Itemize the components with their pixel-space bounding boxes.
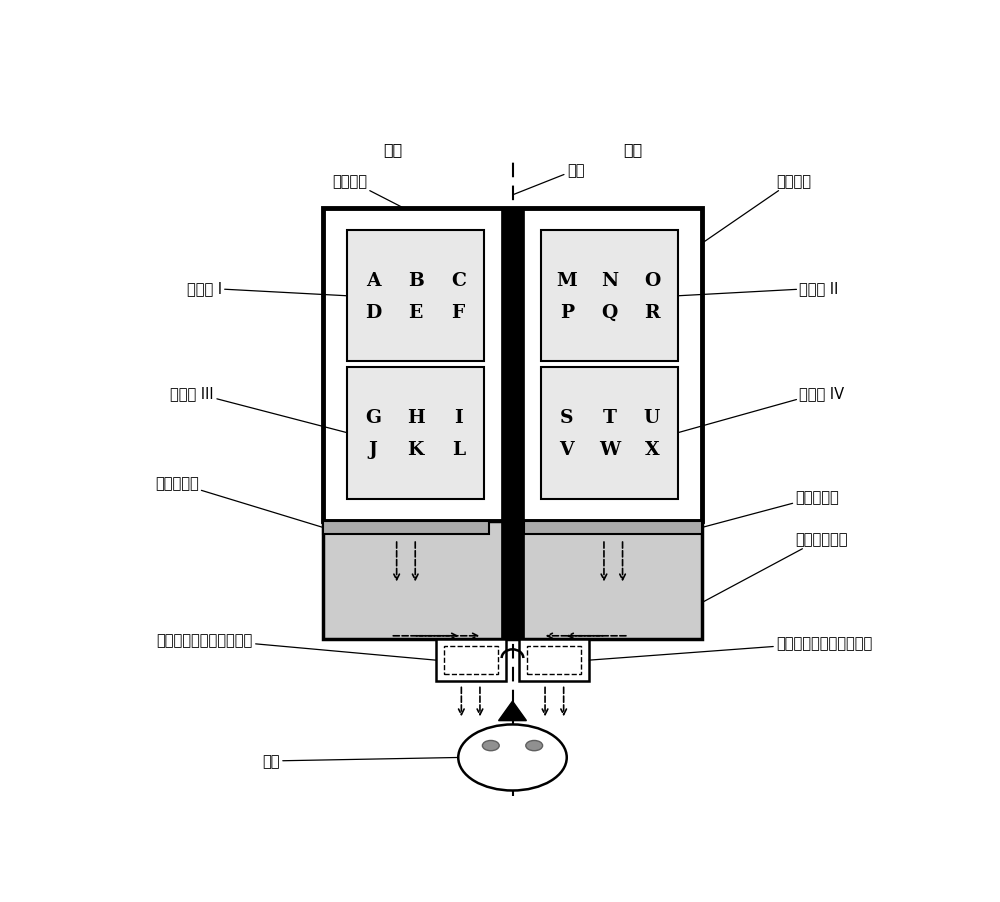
Text: J: J — [369, 440, 377, 458]
Bar — [541, 367, 678, 500]
Text: D: D — [365, 303, 381, 321]
Text: Q: Q — [601, 303, 618, 321]
Text: E: E — [408, 303, 423, 321]
Bar — [436, 640, 506, 681]
Text: C: C — [451, 272, 466, 290]
Bar — [524, 521, 702, 534]
Text: 子界面 IV: 子界面 IV — [678, 385, 844, 433]
Text: A: A — [366, 272, 380, 290]
Bar — [323, 521, 702, 640]
Bar — [347, 231, 484, 362]
Bar — [527, 647, 581, 675]
Text: 光线传播通路: 光线传播通路 — [702, 531, 848, 603]
Bar — [541, 231, 678, 362]
Text: 垂直偏振片: 垂直偏振片 — [155, 475, 323, 528]
Text: 用户: 用户 — [262, 753, 458, 769]
Text: 水平偏振片: 水平偏振片 — [702, 490, 839, 528]
Text: 左眼镜片（垂直偏振片）: 左眼镜片（垂直偏振片） — [157, 632, 436, 660]
Text: F: F — [452, 303, 465, 321]
Ellipse shape — [482, 741, 499, 750]
Text: H: H — [407, 409, 424, 427]
Text: 刺激面板: 刺激面板 — [702, 174, 811, 244]
Ellipse shape — [458, 724, 567, 791]
Text: N: N — [601, 272, 618, 290]
Text: U: U — [644, 409, 660, 427]
Text: B: B — [408, 272, 424, 290]
Text: S: S — [560, 409, 574, 427]
Text: 子界面 I: 子界面 I — [187, 281, 347, 297]
Text: T: T — [602, 409, 616, 427]
Text: O: O — [644, 272, 660, 290]
Text: 光学挡板: 光学挡板 — [332, 174, 404, 209]
Text: 右侧: 右侧 — [623, 143, 642, 158]
Text: I: I — [454, 409, 463, 427]
Text: V: V — [559, 440, 574, 458]
Text: K: K — [407, 440, 424, 458]
Text: R: R — [644, 303, 660, 321]
Text: 右眼镜片（水平偏振片）: 右眼镜片（水平偏振片） — [589, 636, 872, 660]
Text: G: G — [365, 409, 381, 427]
Text: L: L — [452, 440, 465, 458]
Bar — [323, 521, 489, 534]
Text: X: X — [645, 440, 659, 458]
Polygon shape — [499, 702, 526, 721]
Ellipse shape — [526, 741, 543, 750]
Bar — [519, 640, 589, 681]
Text: 左侧: 左侧 — [383, 143, 402, 158]
Text: P: P — [560, 303, 574, 321]
Text: W: W — [599, 440, 620, 458]
Bar — [501, 521, 524, 640]
Bar — [347, 367, 484, 500]
Text: 子界面 III: 子界面 III — [170, 385, 347, 433]
Text: 子界面 II: 子界面 II — [678, 281, 839, 297]
Bar — [323, 209, 702, 521]
Text: 中线: 中线 — [514, 163, 584, 195]
Bar — [501, 209, 524, 521]
Text: M: M — [556, 272, 577, 290]
Bar — [444, 647, 498, 675]
